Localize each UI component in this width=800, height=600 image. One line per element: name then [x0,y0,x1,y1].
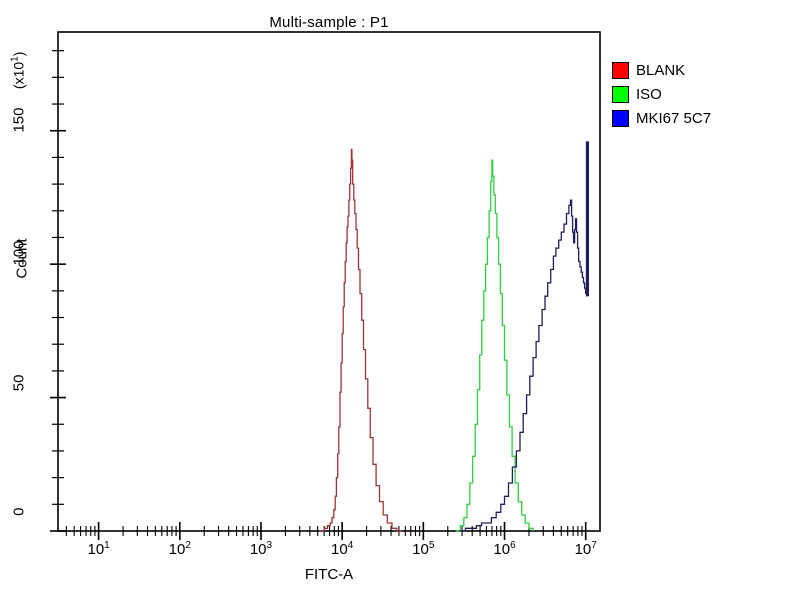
legend-swatch-iso [612,85,629,103]
x-axis-tick-label: 105 [412,540,435,558]
chart-legend: BLANK ISO MKI67 5C7 [612,58,711,130]
x-axis-tick-label: 107 [574,540,597,558]
legend-swatch-mki67 [612,109,629,127]
chart-title: Multi-sample : P1 [269,14,389,31]
legend-item[interactable]: MKI67 5C7 [612,106,711,130]
x-axis-tick-label: 101 [87,540,110,558]
legend-label-blank: BLANK [636,61,686,79]
legend-label-mki67: MKI67 5C7 [636,109,712,127]
x-axis-tick-label: 102 [168,540,191,558]
x-axis-tick-label: 103 [249,540,273,558]
x-axis-tick-label: 104 [331,540,354,558]
x-axis-tick-label: 106 [493,540,516,558]
legend-item[interactable]: BLANK [612,58,711,82]
legend-label-iso: ISO [636,85,662,103]
x-axis-label: FITC-A [304,566,354,583]
legend-item[interactable]: ISO [612,82,711,106]
legend-swatch-blank [612,61,629,79]
